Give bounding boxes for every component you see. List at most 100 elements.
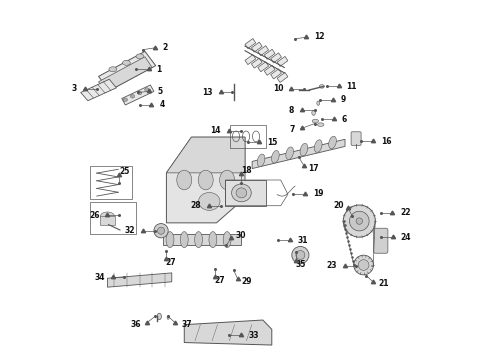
Polygon shape	[107, 273, 172, 287]
Ellipse shape	[195, 231, 202, 248]
Text: 15: 15	[267, 138, 277, 147]
Ellipse shape	[312, 111, 316, 115]
Ellipse shape	[296, 251, 305, 260]
Polygon shape	[270, 53, 281, 63]
Polygon shape	[167, 137, 245, 173]
Bar	[230, 125, 266, 148]
Bar	[90, 202, 136, 234]
Text: 31: 31	[297, 235, 308, 244]
Ellipse shape	[123, 98, 127, 102]
Text: 27: 27	[215, 275, 225, 284]
Ellipse shape	[136, 54, 144, 59]
Ellipse shape	[220, 170, 235, 190]
Text: 23: 23	[327, 261, 337, 270]
Text: 37: 37	[181, 320, 192, 329]
FancyBboxPatch shape	[373, 228, 388, 253]
Ellipse shape	[318, 123, 324, 126]
Text: 30: 30	[236, 231, 246, 240]
Text: 29: 29	[241, 278, 252, 287]
Text: 21: 21	[379, 279, 389, 288]
Text: 28: 28	[191, 201, 201, 210]
Text: 35: 35	[296, 260, 306, 269]
Text: 9: 9	[341, 95, 345, 104]
Text: 7: 7	[290, 125, 295, 134]
Text: 5: 5	[157, 87, 162, 96]
Ellipse shape	[236, 188, 247, 198]
Polygon shape	[98, 57, 152, 93]
Polygon shape	[245, 55, 256, 64]
Text: 16: 16	[381, 137, 391, 146]
Ellipse shape	[286, 147, 294, 159]
Text: 22: 22	[400, 208, 411, 217]
Bar	[90, 166, 132, 199]
Ellipse shape	[232, 184, 251, 202]
Polygon shape	[252, 139, 345, 168]
Ellipse shape	[312, 119, 318, 123]
Polygon shape	[184, 320, 272, 345]
Polygon shape	[122, 85, 154, 105]
Ellipse shape	[100, 212, 115, 221]
Bar	[100, 216, 115, 225]
Ellipse shape	[315, 140, 322, 152]
Ellipse shape	[319, 85, 324, 88]
Ellipse shape	[157, 313, 161, 320]
Ellipse shape	[145, 88, 149, 91]
Text: 2: 2	[163, 43, 168, 52]
Text: 33: 33	[248, 331, 259, 340]
Text: 12: 12	[314, 32, 325, 41]
Ellipse shape	[329, 136, 336, 149]
Ellipse shape	[167, 316, 169, 319]
Text: 19: 19	[313, 189, 323, 198]
Polygon shape	[98, 51, 156, 91]
FancyBboxPatch shape	[351, 132, 361, 145]
Polygon shape	[277, 57, 288, 66]
Ellipse shape	[198, 193, 220, 210]
Text: 17: 17	[308, 164, 318, 173]
Ellipse shape	[154, 224, 168, 238]
Ellipse shape	[356, 218, 363, 224]
Ellipse shape	[271, 150, 279, 163]
Text: 1: 1	[156, 65, 162, 74]
Ellipse shape	[354, 255, 373, 275]
Polygon shape	[167, 137, 245, 223]
Ellipse shape	[122, 60, 130, 65]
Text: 24: 24	[401, 233, 411, 242]
Ellipse shape	[138, 91, 142, 95]
Polygon shape	[163, 234, 242, 245]
Polygon shape	[270, 69, 281, 79]
Polygon shape	[81, 79, 117, 101]
Ellipse shape	[166, 231, 174, 248]
Ellipse shape	[349, 211, 369, 231]
Text: 36: 36	[130, 320, 141, 329]
Text: 26: 26	[89, 211, 99, 220]
Text: 27: 27	[166, 258, 176, 267]
Text: 3: 3	[72, 84, 77, 93]
Text: 34: 34	[95, 273, 105, 282]
Text: 32: 32	[125, 226, 135, 235]
Text: 11: 11	[346, 82, 357, 91]
Ellipse shape	[177, 170, 192, 190]
Polygon shape	[277, 72, 288, 82]
Ellipse shape	[180, 231, 188, 248]
Ellipse shape	[157, 227, 165, 234]
Text: 25: 25	[119, 167, 130, 176]
Ellipse shape	[109, 67, 117, 72]
Text: 8: 8	[289, 106, 294, 115]
Polygon shape	[258, 46, 269, 56]
Text: 20: 20	[334, 201, 344, 210]
Polygon shape	[258, 62, 269, 72]
Text: 4: 4	[159, 100, 165, 109]
Text: 18: 18	[241, 166, 251, 175]
Ellipse shape	[257, 154, 265, 167]
Polygon shape	[264, 49, 275, 59]
Ellipse shape	[209, 231, 217, 248]
Polygon shape	[264, 65, 275, 75]
Ellipse shape	[292, 247, 309, 264]
Polygon shape	[251, 58, 262, 68]
Text: 6: 6	[342, 115, 347, 124]
Ellipse shape	[130, 95, 135, 98]
Polygon shape	[245, 39, 256, 49]
Ellipse shape	[317, 101, 319, 105]
Ellipse shape	[343, 205, 375, 237]
Text: 13: 13	[202, 88, 213, 97]
